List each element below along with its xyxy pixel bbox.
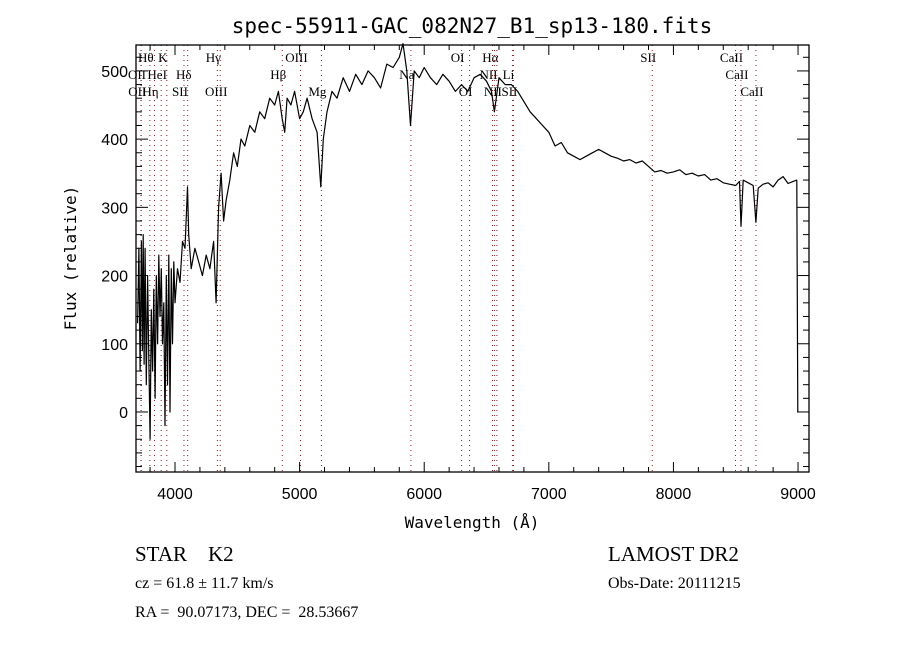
survey-label: LAMOST DR2 <box>608 542 739 566</box>
line-marker-label: CaII <box>720 50 743 65</box>
line-marker-label: Li <box>503 67 515 82</box>
line-marker-label: Hγ <box>206 50 221 65</box>
y-tick-label: 500 <box>101 64 128 81</box>
coordinates-text: RA = 90.07173, DEC = 28.53667 <box>135 604 359 621</box>
y-tick-label: 300 <box>101 200 128 217</box>
x-tick-label: 9000 <box>780 486 816 503</box>
line-marker-label: Hδ <box>176 67 192 82</box>
x-axis-label: Wavelength (Å) <box>405 513 540 532</box>
line-marker-label: NII <box>479 67 497 82</box>
object-class: STAR K2 <box>135 542 234 566</box>
chart-title: spec-55911-GAC_082N27_B1_sp13-180.fits <box>232 14 712 38</box>
y-tick-label: 400 <box>101 132 128 149</box>
x-tick-label: 8000 <box>656 486 692 503</box>
y-tick-label: 0 <box>119 405 128 422</box>
y-tick-label: 100 <box>101 337 128 354</box>
y-tick-label: 200 <box>101 269 128 286</box>
line-marker-label: CaII <box>725 67 748 82</box>
line-marker-label: Hα <box>482 50 498 65</box>
x-tick-label: 7000 <box>531 486 567 503</box>
y-axis-label: Flux (relative) <box>61 186 80 331</box>
spectrum-line <box>137 42 799 440</box>
redshift-text: cz = 61.8 ± 11.7 km/s <box>135 575 274 592</box>
line-marker-label: OII <box>128 84 146 99</box>
x-tick-label: 5000 <box>282 486 318 503</box>
line-marker-label: Hθ <box>138 50 154 65</box>
line-marker-label: Mg <box>308 84 327 99</box>
line-marker-label: HeI <box>147 67 167 82</box>
x-tick-label: 4000 <box>157 486 193 503</box>
plot-frame <box>135 44 810 473</box>
line-marker-label: Hη <box>142 84 158 99</box>
line-marker-label: SII <box>501 84 517 99</box>
line-marker-label: SII <box>172 84 188 99</box>
line-marker-label: OII <box>128 67 146 82</box>
line-marker-label: OIII <box>205 84 227 99</box>
obs-date-text: Obs-Date: 20111215 <box>608 575 741 592</box>
line-marker-label: K <box>158 50 168 65</box>
axis-ticks: 4000 5000 6000 7000 8000 9000 0 100 200 300 400 500 <box>101 45 816 503</box>
line-marker-label: CaII <box>740 84 763 99</box>
line-marker-label: Hβ <box>270 67 286 82</box>
series-group <box>137 42 799 440</box>
x-tick-label: 6000 <box>406 486 442 503</box>
line-marker-label: SII <box>640 50 656 65</box>
line-marker-label: OIII <box>285 50 307 65</box>
line-marker-label: OI <box>451 50 465 65</box>
